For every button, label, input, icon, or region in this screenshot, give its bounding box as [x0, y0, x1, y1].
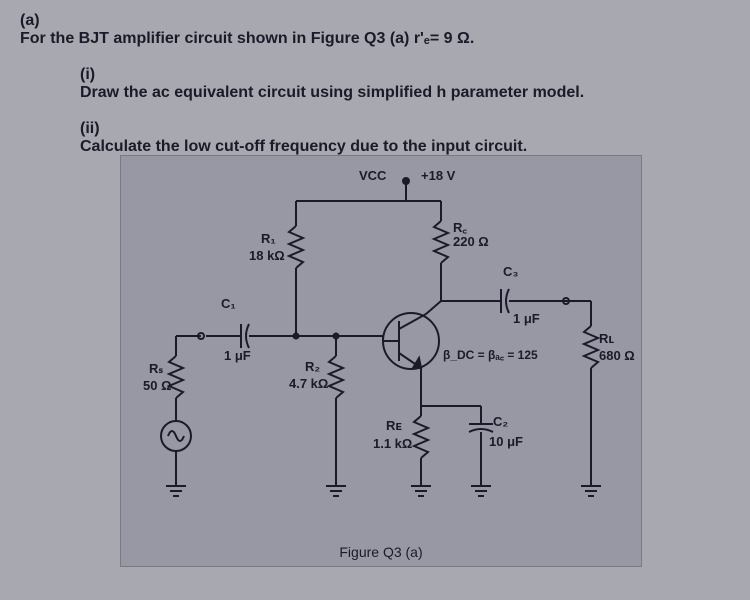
c1-value: 1 μF	[224, 348, 251, 363]
r2-name: R₂	[305, 359, 320, 374]
c1-name: C₁	[221, 296, 236, 311]
vcc-value: +18 V	[421, 168, 455, 183]
part-a-text: For the BJT amplifier circuit shown in F…	[20, 30, 700, 48]
part-a-label: (a)	[20, 12, 60, 30]
figure-caption: Figure Q3 (a)	[121, 544, 641, 560]
beta-label: β_DC = βₐ꜀ = 125	[443, 346, 538, 363]
re-value: 1.1 kΩ	[373, 436, 412, 451]
subpart-ii: (ii) Calculate the low cut-off frequency…	[80, 120, 730, 156]
r1-value: 18 kΩ	[249, 248, 285, 263]
c2-value: 10 μF	[489, 434, 523, 449]
circuit-svg	[121, 156, 641, 566]
rl-name: Rʟ	[599, 331, 614, 346]
question-area: (a) For the BJT amplifier circuit shown …	[0, 0, 750, 156]
subpart-i: (i) Draw the ac equivalent circuit using…	[80, 66, 730, 102]
c3-value: 1 μF	[513, 311, 540, 326]
subpart-i-text: Draw the ac equivalent circuit using sim…	[80, 84, 700, 102]
vcc-label: VCC	[359, 168, 386, 183]
subpart-ii-label: (ii)	[80, 120, 120, 138]
rc-value: 220 Ω	[453, 234, 489, 249]
c2-name: C₂	[493, 414, 508, 429]
subpart-i-label: (i)	[80, 66, 120, 84]
c3-name: C₃	[503, 264, 518, 279]
rs-value: 50 Ω	[143, 378, 172, 393]
circuit-diagram: VCC +18 V R₁ 18 kΩ R꜀ 220 Ω C₃ 1 μF Rʟ 6…	[120, 155, 642, 567]
r2-value: 4.7 kΩ	[289, 376, 328, 391]
r1-name: R₁	[261, 231, 276, 246]
subpart-ii-text: Calculate the low cut-off frequency due …	[80, 138, 700, 156]
rs-name: Rₛ	[149, 361, 163, 377]
rl-value: 680 Ω	[599, 348, 635, 363]
re-name: Rᴇ	[386, 418, 402, 433]
